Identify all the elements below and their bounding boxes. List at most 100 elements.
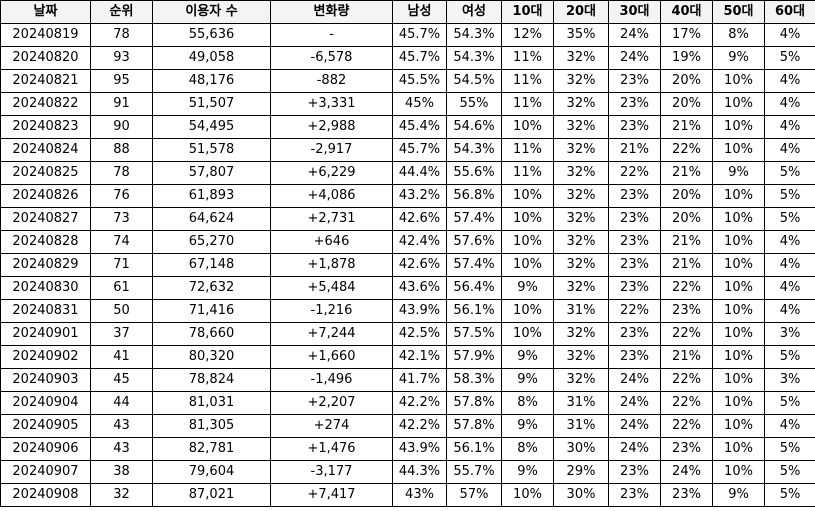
table-row: 20240823 90 54,495 +2,988 45.4% 54.6% 10% 32% 23… xyxy=(0,115,815,139)
age-10s-cell: 8% xyxy=(501,437,554,461)
change-cell: +4,086 xyxy=(270,184,393,208)
age-40s-cell: 23% xyxy=(660,299,713,323)
age-30s-cell: 23% xyxy=(608,230,661,254)
age-10s-cell: 10% xyxy=(501,115,554,139)
age-50s-cell: 10% xyxy=(712,115,765,139)
rank-cell: 95 xyxy=(90,69,153,93)
age-30s-cell: 23% xyxy=(608,69,661,93)
date-cell: 20240831 xyxy=(0,299,91,323)
header-row: 날짜 순위 이용자 수 변화량 남성 여성 10대 20대 30대 40대 50… xyxy=(0,0,815,24)
age-30s-cell: 23% xyxy=(608,322,661,346)
rank-cell: 76 xyxy=(90,184,153,208)
rank-cell: 74 xyxy=(90,230,153,254)
table-body: 20240819 78 55,636-45.7% 54.3% 12% 35% 24% 17% 8… xyxy=(0,23,815,507)
change-cell: -1,216 xyxy=(270,299,393,323)
age-50s-cell: 9% xyxy=(712,46,765,70)
users-cell: 72,632 xyxy=(152,276,271,300)
header-age-30s: 30대 xyxy=(608,0,661,24)
age-10s-cell: 10% xyxy=(501,253,554,277)
age-40s-cell: 20% xyxy=(660,207,713,231)
users-cell: 78,824 xyxy=(152,368,271,392)
age-50s-cell: 9% xyxy=(712,483,765,507)
age-30s-cell: 23% xyxy=(608,345,661,369)
age-50s-cell: 10% xyxy=(712,184,765,208)
age-30s-cell: 24% xyxy=(608,368,661,392)
age-20s-cell: 31% xyxy=(553,391,609,415)
female-share-cell: 55.7% xyxy=(446,460,502,484)
age-20s-cell: 32% xyxy=(553,207,609,231)
age-30s-cell: 24% xyxy=(608,437,661,461)
rank-cell: 91 xyxy=(90,92,153,116)
change-cell: -3,177 xyxy=(270,460,393,484)
age-10s-cell: 12% xyxy=(501,23,554,47)
male-share-cell: 45.7% xyxy=(392,46,447,70)
change-cell: -1,496 xyxy=(270,368,393,392)
age-20s-cell: 29% xyxy=(553,460,609,484)
table-row: 20240901 37 78,660 +7,244 42.5% 57.5% 10% 32% 23… xyxy=(0,322,815,346)
change-cell: +7,417 xyxy=(270,483,393,507)
rank-cell: 78 xyxy=(90,23,153,47)
age-60s-cell: 4% xyxy=(764,299,815,323)
rank-cell: 73 xyxy=(90,207,153,231)
age-40s-cell: 22% xyxy=(660,276,713,300)
header-age-40s: 40대 xyxy=(660,0,713,24)
date-cell: 20240825 xyxy=(0,161,91,185)
age-20s-cell: 32% xyxy=(553,69,609,93)
age-40s-cell: 22% xyxy=(660,368,713,392)
date-cell: 20240823 xyxy=(0,115,91,139)
age-30s-cell: 21% xyxy=(608,138,661,162)
rank-cell: 93 xyxy=(90,46,153,70)
age-10s-cell: 11% xyxy=(501,69,554,93)
change-cell: +6,229 xyxy=(270,161,393,185)
age-30s-cell: 24% xyxy=(608,391,661,415)
age-30s-cell: 22% xyxy=(608,161,661,185)
female-share-cell: 57.6% xyxy=(446,230,502,254)
users-cell: 49,058 xyxy=(152,46,271,70)
male-share-cell: 45.4% xyxy=(392,115,447,139)
date-cell: 20240824 xyxy=(0,138,91,162)
male-share-cell: 44.4% xyxy=(392,161,447,185)
female-share-cell: 55% xyxy=(446,92,502,116)
male-share-cell: 43.9% xyxy=(392,299,447,323)
date-cell: 20240908 xyxy=(0,483,91,507)
age-60s-cell: 5% xyxy=(764,184,815,208)
age-40s-cell: 23% xyxy=(660,437,713,461)
age-60s-cell: 5% xyxy=(764,345,815,369)
age-40s-cell: 22% xyxy=(660,138,713,162)
table-row: 20240829 71 67,148 +1,878 42.6% 57.4% 10% 32% 23… xyxy=(0,253,815,277)
age-40s-cell: 24% xyxy=(660,460,713,484)
table-row: 20240824 88 51,578 -2,917 45.7% 54.3% 11% 32% 21… xyxy=(0,138,815,162)
female-share-cell: 57.8% xyxy=(446,414,502,438)
age-10s-cell: 8% xyxy=(501,391,554,415)
table-row: 20240826 76 61,893 +4,086 43.2% 56.8% 10% 32% 23… xyxy=(0,184,815,208)
age-20s-cell: 32% xyxy=(553,92,609,116)
age-40s-cell: 21% xyxy=(660,230,713,254)
age-40s-cell: 22% xyxy=(660,391,713,415)
change-cell: +7,244 xyxy=(270,322,393,346)
male-share-cell: 41.7% xyxy=(392,368,447,392)
rank-cell: 38 xyxy=(90,460,153,484)
age-60s-cell: 4% xyxy=(764,414,815,438)
age-60s-cell: 3% xyxy=(764,322,815,346)
age-50s-cell: 10% xyxy=(712,460,765,484)
rank-cell: 71 xyxy=(90,253,153,277)
table-row: 20240822 91 51,507 +3,331 45% 55% 11% 32% 23% 20%… xyxy=(0,92,815,116)
change-cell: +646 xyxy=(270,230,393,254)
age-60s-cell: 5% xyxy=(764,207,815,231)
date-cell: 20240906 xyxy=(0,437,91,461)
users-cell: 81,305 xyxy=(152,414,271,438)
table-row: 20240902 41 80,320 +1,660 42.1% 57.9% 9% 32% 23%… xyxy=(0,345,815,369)
male-share-cell: 42.2% xyxy=(392,414,447,438)
age-60s-cell: 4% xyxy=(764,92,815,116)
female-share-cell: 56.8% xyxy=(446,184,502,208)
users-cell: 87,021 xyxy=(152,483,271,507)
users-cell: 80,320 xyxy=(152,345,271,369)
female-share-cell: 54.3% xyxy=(446,23,502,47)
age-10s-cell: 10% xyxy=(501,207,554,231)
female-share-cell: 54.6% xyxy=(446,115,502,139)
age-60s-cell: 5% xyxy=(764,437,815,461)
male-share-cell: 42.2% xyxy=(392,391,447,415)
age-30s-cell: 22% xyxy=(608,299,661,323)
female-share-cell: 55.6% xyxy=(446,161,502,185)
age-30s-cell: 23% xyxy=(608,207,661,231)
